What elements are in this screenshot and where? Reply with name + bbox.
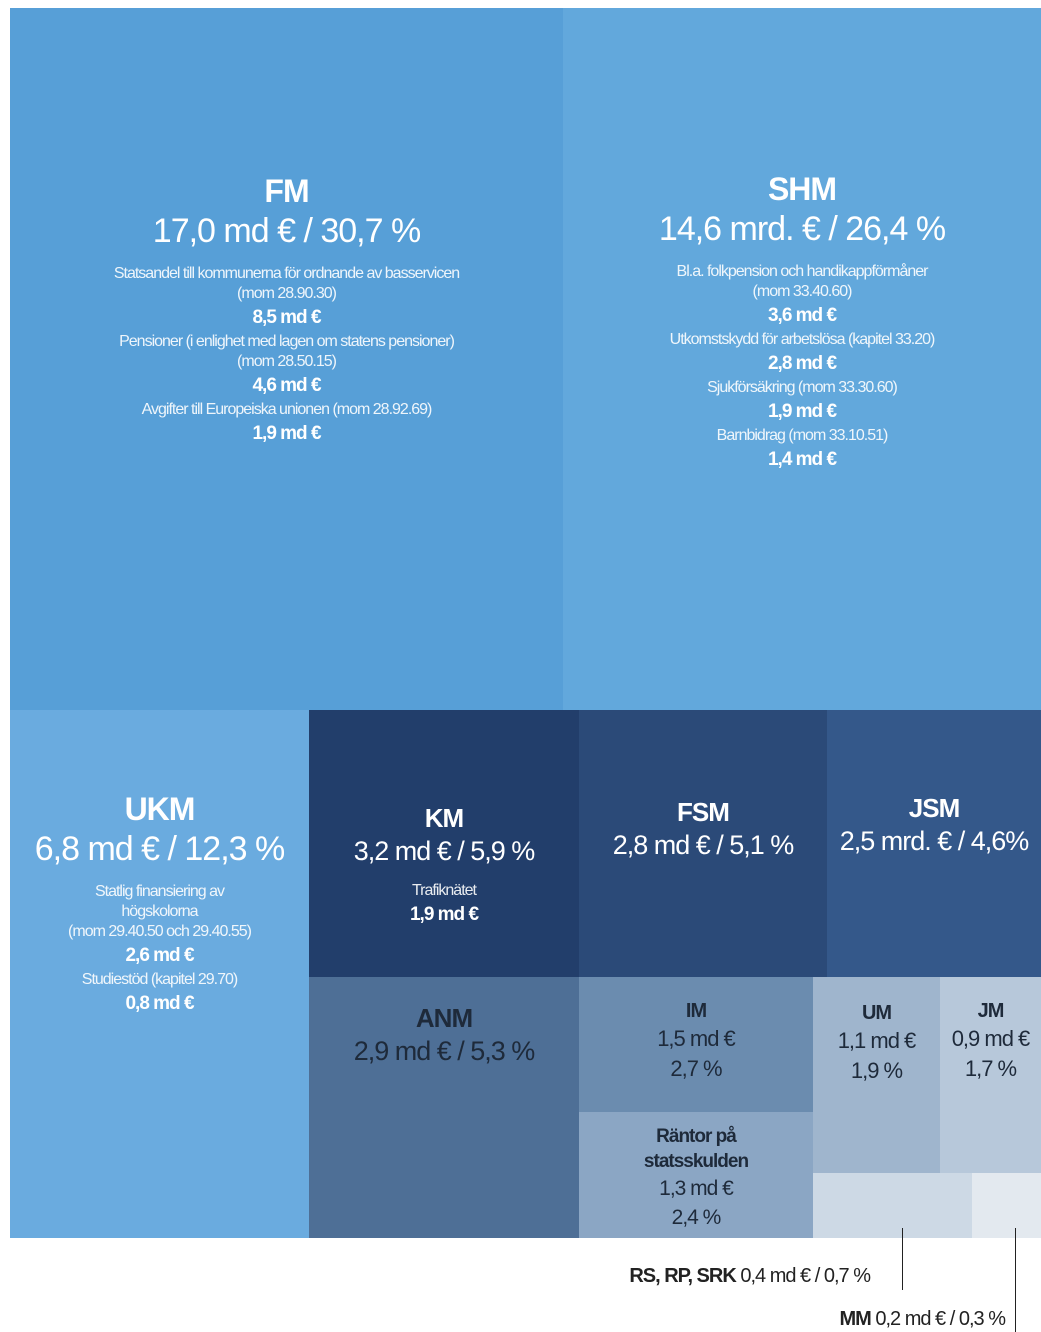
tile-name: UKM bbox=[124, 791, 196, 827]
detail-text: (mom 28.90.30) bbox=[237, 285, 337, 302]
tile: IM 1,5 md € 2,7 % bbox=[579, 977, 813, 1112]
tile-name: KM bbox=[424, 803, 464, 833]
tile: SHM 14,6 mrd. € / 26,4 % Bl.a. folkpension… bbox=[563, 8, 1041, 710]
callout-name: RS, RP, SRK bbox=[629, 1265, 736, 1287]
detail-text: Avgifter till Europeiska unionen (mom 28… bbox=[141, 401, 433, 418]
tile-details: Trafiknätet 1,9 md € bbox=[309, 881, 579, 929]
tile-headline: 2,7 % bbox=[670, 1056, 722, 1081]
callout-text: 0,2 md € / 0,3 % bbox=[875, 1308, 1006, 1330]
tile-name: FSM bbox=[677, 797, 730, 827]
tile-details: Statlig finansiering av högskolorna (mom 2… bbox=[10, 882, 309, 1018]
detail-amount: 1,9 md € bbox=[409, 904, 479, 925]
tile-name: UM bbox=[861, 1002, 892, 1024]
detail-text: Statlig finansiering av bbox=[94, 883, 225, 900]
tile-headline: 14,6 mrd. € / 26,4 % bbox=[658, 210, 946, 248]
tile-name: Räntor på statsskulden bbox=[643, 1126, 749, 1172]
tile-headline: 3,2 md € / 5,9 % bbox=[353, 836, 536, 866]
tile: FM 17,0 md € / 30,7 % Statsandel till komm… bbox=[10, 8, 563, 710]
tile-headline: 2,8 md € / 5,1 % bbox=[612, 830, 795, 860]
tile-name: ANM bbox=[415, 1003, 473, 1033]
detail-text: Trafiknätet bbox=[412, 882, 477, 899]
tile-details: Statsandel till kommunerna för ordnande … bbox=[10, 264, 563, 448]
detail-amount: 3,6 md € bbox=[767, 305, 837, 326]
detail-amount: 4,6 md € bbox=[252, 375, 321, 396]
detail-amount: 1,9 md € bbox=[252, 423, 321, 444]
detail-amount: 1,9 md € bbox=[767, 401, 837, 422]
detail-amount: 1,4 md € bbox=[767, 449, 837, 470]
tile-headline: 1,3 md € bbox=[659, 1177, 734, 1200]
tile-headline: 1,9 % bbox=[850, 1058, 903, 1083]
tile-name: JSM bbox=[908, 793, 960, 823]
tile-name: SHM bbox=[767, 171, 837, 207]
detail-text: Barnbidrag (mom 33.10.51) bbox=[716, 427, 889, 444]
tile-headline: 2,5 mrd. € / 4,6% bbox=[839, 826, 1030, 856]
tile-details: Bl.a. folkpension och handikappförmåner (… bbox=[563, 262, 1041, 474]
tile-name: IM bbox=[685, 1000, 707, 1022]
leader-line bbox=[1015, 1228, 1016, 1332]
detail-text: Utkomstskydd för arbetslösa (kapitel 33.… bbox=[669, 331, 936, 348]
tile: ANM 2,9 md € / 5,3 % bbox=[309, 977, 579, 1238]
detail-text: högskolorna bbox=[121, 903, 198, 920]
callout-name: MM bbox=[839, 1308, 871, 1330]
tile-headline: 6,8 md € / 12,3 % bbox=[34, 830, 286, 868]
tile-name: JM bbox=[977, 1000, 1005, 1022]
tile-headline: 0,9 md € bbox=[951, 1026, 1031, 1051]
detail-text: Pensioner (i enlighet med lagen om state… bbox=[119, 333, 455, 350]
tile: Räntor på statsskulden 1,3 md € 2,4 % bbox=[579, 1112, 813, 1238]
tile: UKM 6,8 md € / 12,3 % Statlig finansiering… bbox=[10, 710, 309, 1238]
tile: KM 3,2 md € / 5,9 % Trafiknätet 1,9 md € bbox=[309, 710, 579, 977]
detail-text: (mom 33.40.60) bbox=[752, 283, 853, 300]
detail-amount: 2,6 md € bbox=[125, 945, 194, 966]
detail-amount: 0,8 md € bbox=[125, 993, 194, 1014]
detail-text: Studiestöd (kapitel 29.70) bbox=[81, 971, 238, 988]
detail-amount: 8,5 md € bbox=[252, 307, 321, 328]
leader-line bbox=[902, 1228, 903, 1290]
tile-name: FM bbox=[264, 173, 309, 209]
tile bbox=[813, 1173, 972, 1238]
detail-text: (mom 28.50.15) bbox=[237, 353, 337, 370]
tile: UM 1,1 md € 1,9 % bbox=[813, 977, 940, 1173]
tile: JM 0,9 md € 1,7 % bbox=[940, 977, 1041, 1173]
detail-text: Sjukförsäkring (mom 33.30.60) bbox=[707, 379, 898, 396]
tile-headline: 1,5 md € bbox=[657, 1026, 736, 1051]
callout: MM 0,2 md € / 0,3 % bbox=[839, 1308, 1006, 1331]
detail-text: (mom 29.40.50 och 29.40.55) bbox=[68, 923, 252, 940]
tile-headline: 2,9 md € / 5,3 % bbox=[353, 1036, 536, 1066]
detail-text: Statsandel till kommunerna för ordnande … bbox=[113, 265, 460, 282]
tile-headline: 1,7 % bbox=[964, 1056, 1017, 1081]
tile-headline: 1,1 md € bbox=[837, 1028, 917, 1053]
callout-text: 0,4 md € / 0,7 % bbox=[740, 1265, 871, 1287]
detail-text: Bl.a. folkpension och handikappförmåner bbox=[676, 263, 929, 280]
tile bbox=[972, 1173, 1041, 1238]
callout: RS, RP, SRK 0,4 md € / 0,7 % bbox=[629, 1265, 871, 1288]
tile: JSM 2,5 mrd. € / 4,6% bbox=[827, 710, 1041, 977]
tile: FSM 2,8 md € / 5,1 % bbox=[579, 710, 827, 977]
tile-headline: 17,0 md € / 30,7 % bbox=[152, 212, 421, 250]
tile-headline: 2,4 % bbox=[671, 1206, 722, 1229]
detail-amount: 2,8 md € bbox=[767, 353, 837, 374]
